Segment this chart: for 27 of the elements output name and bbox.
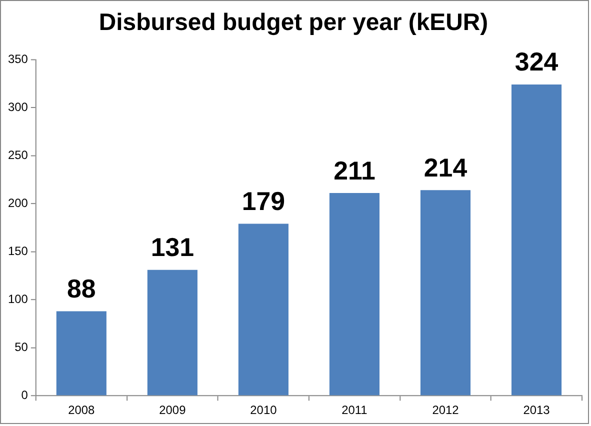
data-label: 131 xyxy=(150,234,194,262)
bar xyxy=(420,190,471,396)
data-label: 179 xyxy=(242,188,286,216)
x-tick-label: 2008 xyxy=(68,403,96,418)
data-label: 324 xyxy=(514,48,559,77)
x-tick-label: 2012 xyxy=(432,403,460,418)
chart-title: Disbursed budget per year (kEUR) xyxy=(98,8,488,36)
y-tick-label: 100 xyxy=(8,292,28,306)
y-tick-label: 250 xyxy=(8,148,28,162)
y-tick-label: 300 xyxy=(8,100,28,114)
x-tick-label: 2013 xyxy=(523,403,550,418)
y-tick-label: 150 xyxy=(8,244,28,258)
x-tick-label: 2011 xyxy=(342,403,368,418)
bar xyxy=(56,311,106,396)
x-tick-label: 2010 xyxy=(250,403,278,418)
x-tick-label: 2009 xyxy=(159,403,186,418)
bar xyxy=(147,270,198,396)
data-label: 214 xyxy=(424,154,468,182)
data-label: 88 xyxy=(67,275,96,304)
y-tick-label: 200 xyxy=(8,196,28,210)
data-label: 211 xyxy=(334,157,376,186)
y-tick-label: 0 xyxy=(21,388,28,402)
y-tick-label: 50 xyxy=(14,340,28,354)
bar xyxy=(238,224,288,396)
y-tick-label: 350 xyxy=(8,52,28,66)
bar xyxy=(511,84,562,396)
bar xyxy=(329,193,380,396)
